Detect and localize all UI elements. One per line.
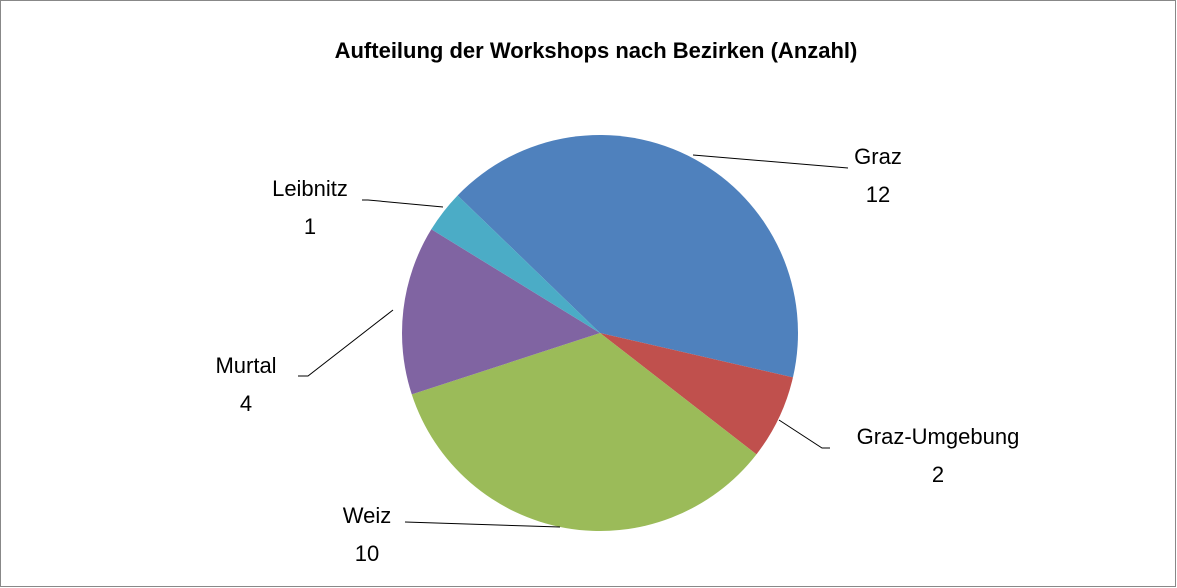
pie-slice <box>600 333 793 455</box>
value-label: 12 <box>866 182 890 207</box>
value-label: 1 <box>304 214 316 239</box>
pie-slice <box>402 229 600 395</box>
pie-slice <box>431 195 600 333</box>
leader-line <box>362 199 444 208</box>
category-label: Graz-Umgebung <box>857 424 1020 449</box>
category-label: Leibnitz <box>272 176 348 201</box>
pie-slice <box>411 333 757 531</box>
category-label: Murtal <box>215 353 276 378</box>
leader-line <box>692 154 849 169</box>
value-label: 2 <box>932 462 944 487</box>
value-label: 10 <box>355 541 379 566</box>
value-label: 4 <box>240 391 252 416</box>
category-label: Weiz <box>343 503 392 528</box>
leader-line <box>298 309 394 377</box>
leader-line <box>778 419 830 449</box>
pie-slice <box>457 134 798 378</box>
chart-title: Aufteilung der Workshops nach Bezirken (… <box>335 38 858 63</box>
category-label: Graz <box>854 144 902 169</box>
leader-line <box>404 521 561 528</box>
